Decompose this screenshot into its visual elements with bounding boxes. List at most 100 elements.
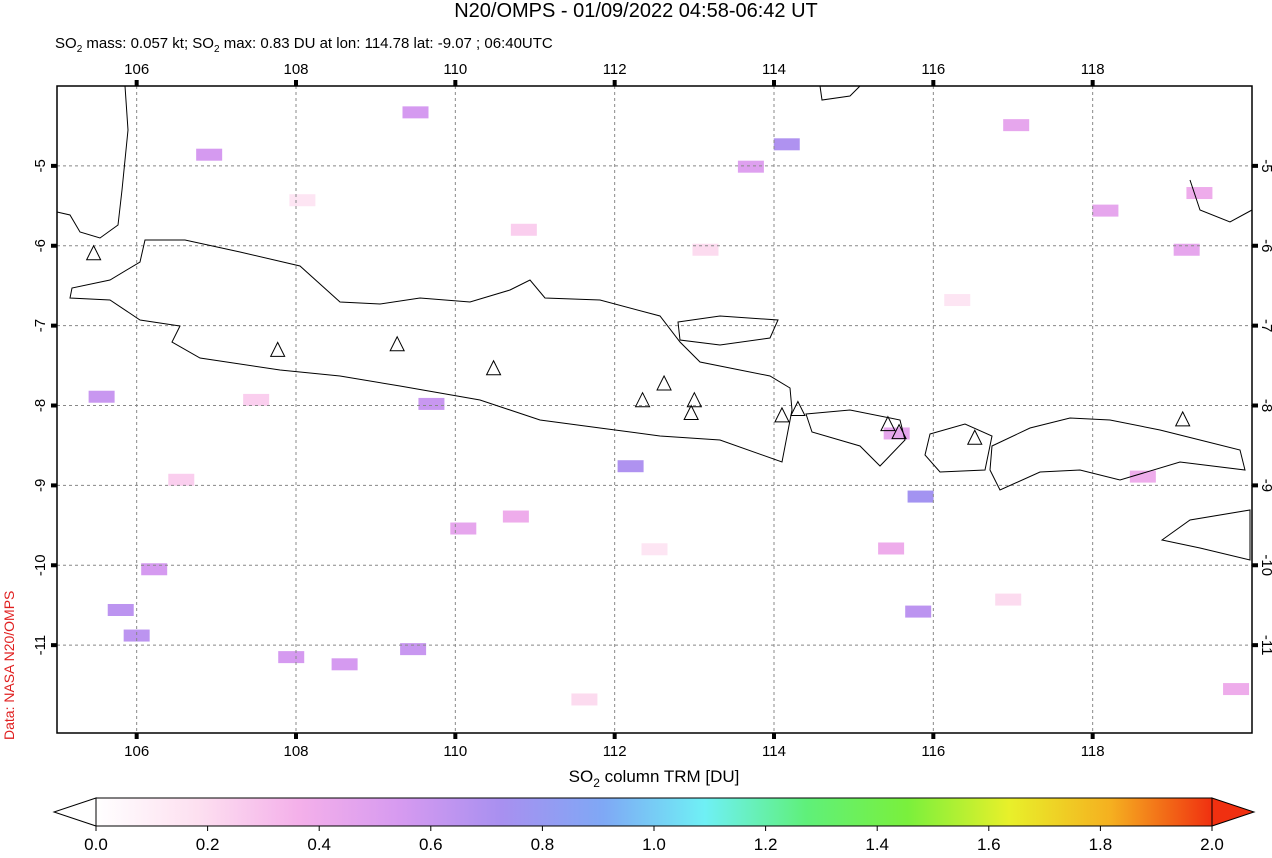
y-tick-label: -9 — [1258, 479, 1272, 492]
so2-cell — [331, 658, 358, 671]
colorbar-tick-label: 1.8 — [1089, 835, 1113, 853]
volcano — [891, 423, 907, 440]
subtitle: SO2 mass: 0.057 kt; SO2 max: 0.83 DU at … — [55, 35, 553, 55]
y-tick-label: -6 — [1258, 239, 1272, 252]
so2-cells — [88, 106, 1250, 706]
so2-cell — [1129, 470, 1156, 483]
so2-cell — [692, 243, 719, 256]
so2-cell — [944, 294, 971, 307]
colorbar-tick-label: 0.6 — [419, 835, 443, 853]
x-tick-label: 116 — [921, 743, 945, 760]
coast-lombok — [924, 423, 993, 473]
so2-cell — [141, 563, 168, 576]
volcano — [85, 244, 102, 261]
y-tick-label: -7 — [32, 319, 49, 332]
x-tick-label: 116 — [921, 61, 945, 78]
coast-sumatra — [56, 85, 129, 239]
y-tick-label: -9 — [32, 479, 49, 492]
colorbar-tick-label: 0.0 — [84, 835, 108, 853]
y-tick-label: -5 — [32, 159, 49, 172]
title: N20/OMPS - 01/09/2022 04:58-06:42 UT — [454, 0, 818, 22]
x-tick-label: 114 — [762, 61, 786, 78]
y-tick-label: -10 — [1258, 554, 1272, 576]
x-tick-label: 106 — [124, 743, 149, 760]
so2-cell — [905, 605, 932, 618]
volcano — [774, 406, 790, 423]
colorbar-tick-label: 1.6 — [977, 835, 1001, 853]
x-tick-label: 106 — [124, 61, 149, 78]
so2-cell — [571, 693, 598, 706]
so2-cell — [907, 490, 934, 503]
colorbar-tick-label: 0.4 — [307, 835, 331, 853]
x-tick-label: 108 — [283, 61, 308, 78]
y-tick-label: -11 — [1258, 635, 1272, 656]
subtitle-part: mass: 0.057 kt; SO — [82, 35, 214, 52]
subtitle-sub: 2 — [77, 44, 83, 55]
coast-sumbawa — [989, 417, 1246, 491]
volcano — [269, 341, 286, 357]
volcano — [1174, 410, 1191, 427]
subtitle-sub: 2 — [214, 44, 220, 55]
colorbar-tick-label: 1.4 — [865, 835, 889, 853]
so2-cell — [402, 106, 429, 119]
so2-cell — [617, 460, 644, 473]
grid — [57, 86, 1252, 733]
colorbar-label-part: column TRM [DU] — [600, 767, 740, 786]
y-tick-label: -8 — [1258, 399, 1272, 412]
x-tick-label: 114 — [762, 743, 786, 760]
coast-sumba — [1160, 509, 1251, 561]
axes: 106 106 108 108 110 110 112 112 114 114 116 116 118 1… — [32, 61, 1272, 760]
colorbar-extend-high — [1211, 797, 1256, 827]
x-tick-label: 112 — [603, 743, 627, 760]
colorbar-label-part: SO — [569, 767, 594, 786]
volcano — [389, 335, 405, 352]
volcano — [656, 374, 672, 391]
colorbar-tick-label: 2.0 — [1200, 835, 1224, 853]
colorbar-tick-label: 1.0 — [642, 835, 666, 853]
colorbar-tick-label: 1.2 — [754, 835, 778, 853]
colorbar-tick-label: 0.2 — [196, 835, 220, 853]
so2-cell — [88, 390, 115, 403]
volcano — [790, 400, 806, 416]
so2-cell — [168, 473, 195, 486]
volcano — [686, 391, 703, 408]
so2-cell — [289, 194, 316, 207]
subtitle-part: SO — [55, 35, 77, 52]
x-tick-label: 110 — [443, 61, 467, 78]
so2-cell — [400, 643, 427, 656]
coast-borneo — [819, 85, 861, 101]
map-frame — [56, 85, 1253, 734]
so2-cell — [418, 397, 445, 410]
so2-cell — [123, 629, 150, 642]
so2-cell — [243, 393, 270, 406]
y-tick-label: -6 — [32, 239, 49, 252]
volcano — [634, 391, 651, 408]
x-tick-label: 112 — [603, 61, 627, 78]
coast-madura — [677, 315, 779, 346]
so2-cell — [1186, 187, 1213, 200]
so2-cell — [510, 223, 537, 236]
source-note: Data: NASA N20/OMPS — [1, 591, 17, 740]
x-tick-label: 118 — [1081, 61, 1105, 78]
volcano — [485, 359, 502, 376]
colorbar: 0.0 0.2 0.4 0.6 0.8 1.0 1.2 1.4 1.6 1.8 2.0 — [52, 797, 1256, 854]
colorbar-label-sub: 2 — [593, 776, 600, 790]
y-tick-label: -8 — [32, 399, 49, 412]
volcanoes — [85, 244, 1191, 445]
x-tick-label: 110 — [443, 743, 467, 760]
x-tick-label: 118 — [1081, 743, 1105, 760]
so2-cell — [1223, 683, 1250, 696]
so2-cell — [995, 593, 1022, 606]
y-tick-label: -11 — [32, 635, 49, 656]
y-tick-label: -10 — [32, 554, 49, 576]
so2-cell — [1003, 119, 1030, 132]
colorbar-extend-low — [52, 797, 97, 827]
so2-cell — [878, 542, 905, 555]
so2-cell — [278, 651, 305, 664]
y-tick-label: -7 — [1258, 319, 1272, 332]
so2-cell — [107, 603, 134, 616]
so2-cell — [450, 522, 477, 535]
so2-cell — [1092, 204, 1119, 217]
